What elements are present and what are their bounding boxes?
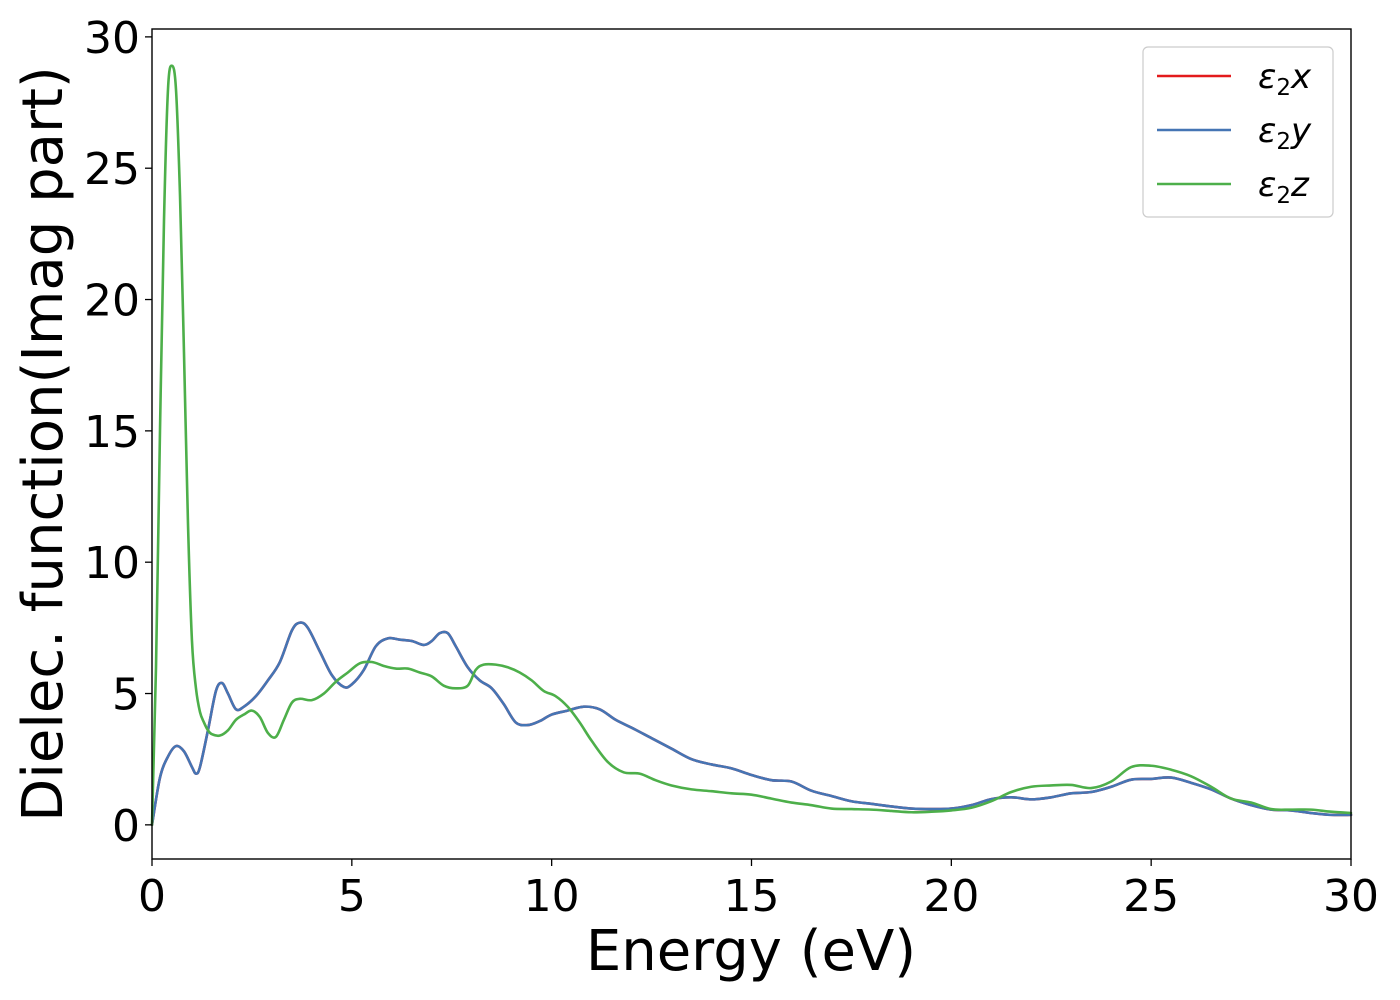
y-axis: 0 5 10 15 20 25 30	[84, 13, 152, 852]
x-tick-label: 5	[338, 871, 366, 922]
x-tick-label: 10	[524, 871, 580, 922]
y-tick-label: 0	[112, 801, 140, 852]
legend: ε2x ε2y ε2z	[1142, 46, 1334, 218]
y-tick-label: 15	[84, 407, 140, 458]
series-line-z	[150, 64, 1353, 827]
legend-frame	[1142, 46, 1334, 218]
x-tick-label: 30	[1323, 871, 1379, 922]
series-line-y	[150, 621, 1353, 827]
x-tick-label: 15	[724, 871, 780, 922]
y-tick-label: 25	[84, 144, 140, 195]
y-tick-label: 5	[112, 670, 140, 721]
y-tick-label: 20	[84, 276, 140, 327]
series-layer	[150, 64, 1353, 827]
x-tick-label: 20	[923, 871, 979, 922]
legend-label-y: ε2y	[1258, 111, 1312, 155]
y-axis-title: Dielec. function(Imag part)	[11, 66, 76, 822]
x-tick-label: 25	[1123, 871, 1179, 922]
legend-label-x: ε2x	[1258, 57, 1312, 101]
y-tick-label: 10	[84, 538, 140, 589]
y-tick-label: 30	[84, 13, 140, 64]
x-axis: 0 5 10 15 20 25 30	[138, 859, 1379, 922]
x-axis-title: Energy (eV)	[586, 919, 916, 984]
legend-label-z: ε2z	[1258, 165, 1310, 209]
x-tick-label: 0	[138, 871, 166, 922]
